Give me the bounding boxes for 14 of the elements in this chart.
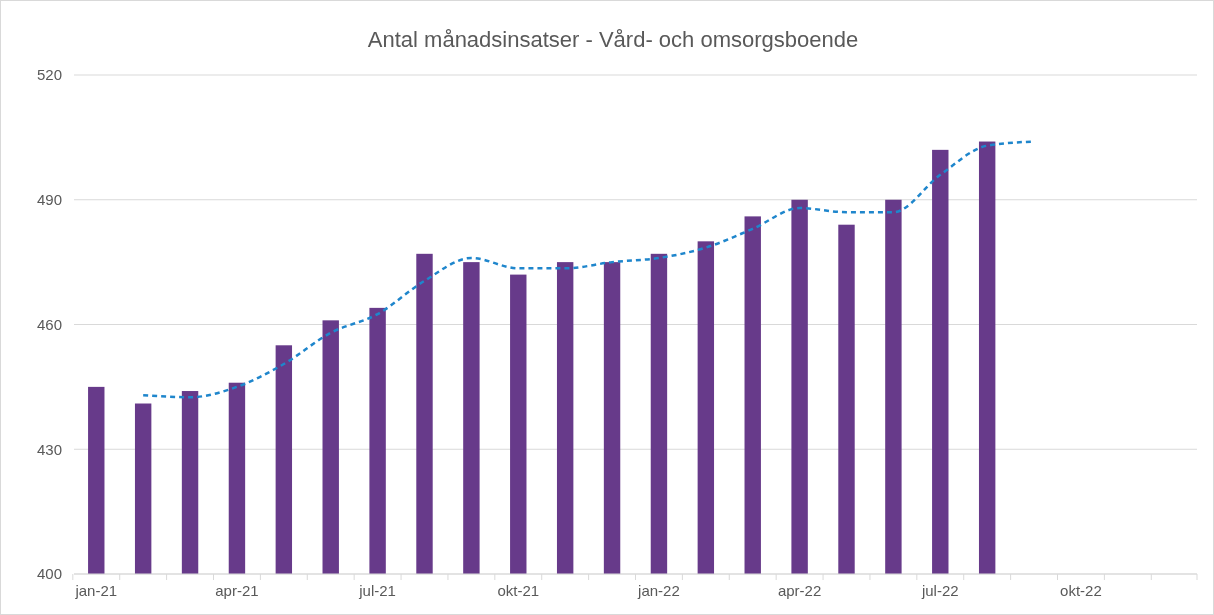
- y-tick-label: 400: [36, 565, 62, 583]
- x-tick-label: jan-21: [74, 582, 118, 599]
- y-tick-label: 430: [36, 440, 62, 458]
- y-tick-label: 490: [36, 191, 62, 208]
- x-tick-label: okt-22: [1060, 582, 1102, 599]
- x-tick-label: jul-22: [920, 582, 959, 599]
- y-tick-label: 520: [36, 66, 62, 84]
- x-tick-label: apr-22: [777, 582, 822, 599]
- x-tick-label: jul-21: [358, 582, 396, 599]
- x-tick-label: okt-21: [497, 582, 540, 599]
- y-tick-label: 460: [36, 315, 62, 333]
- chart-title: Antal månadsinsatser - Vård- och omsorgsboende: [367, 27, 859, 52]
- x-tick-label: jan-22: [637, 582, 680, 599]
- x-tick-label: apr-21: [215, 582, 259, 599]
